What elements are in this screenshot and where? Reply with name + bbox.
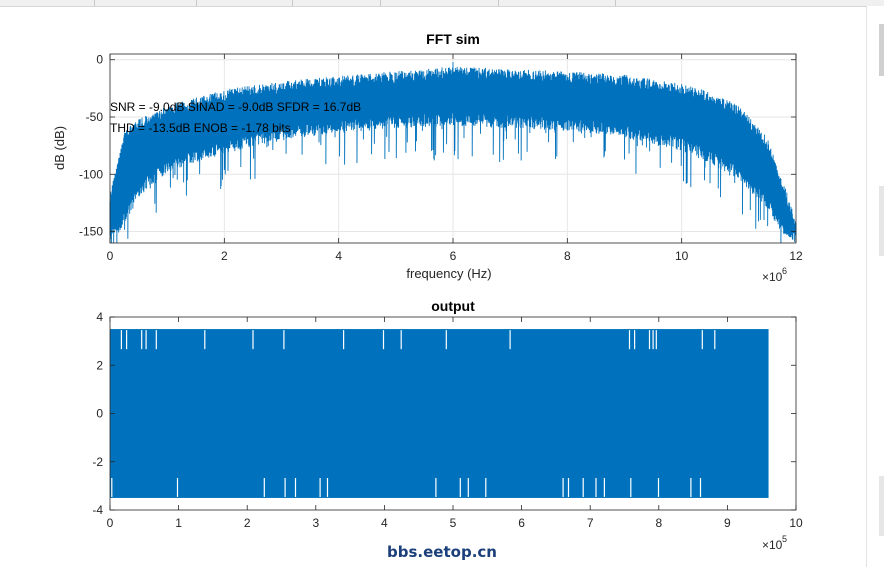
x-tick-label: 3 (312, 516, 319, 530)
x-tick-label: 2 (244, 516, 251, 530)
x-tick-label: 0 (107, 249, 114, 263)
x-tick-label: 10 (675, 249, 689, 263)
side-scrollbar[interactable] (879, 24, 884, 76)
x-tick-label: 8 (655, 516, 662, 530)
fft-x-exponent-power: 6 (782, 266, 787, 276)
x-tick-label: 12 (789, 249, 803, 263)
y-tick-label: 0 (96, 407, 103, 421)
y-tick-label: -100 (79, 167, 103, 181)
y-tick-label: 4 (96, 310, 103, 324)
x-tick-label: 2 (221, 249, 228, 263)
fft-x-label: frequency (Hz) (406, 266, 491, 281)
y-tick-label: 2 (96, 358, 103, 372)
y-tick-label: -2 (92, 455, 103, 469)
fft-ticks: 0 2 4 6 8 10 12 0 -50 -100 -150 (79, 53, 803, 263)
x-tick-label: 9 (724, 516, 731, 530)
output-signal-gaps (111, 330, 716, 497)
output-ticks: 0 1 2 3 4 5 6 7 8 9 10 4 2 0 -2 -4 (92, 310, 803, 530)
x-tick-label: 4 (335, 249, 342, 263)
output-title: output (431, 298, 475, 314)
window-top-strip (0, 0, 884, 7)
fft-y-label: dB (dB) (52, 126, 67, 170)
output-signal-band (110, 329, 769, 498)
side-panel-edge (866, 6, 884, 567)
x-tick-label: 0 (107, 516, 114, 530)
fft-axes: 0 2 4 6 8 10 12 0 -50 -100 -150 FFT sim frequency … (52, 31, 803, 284)
x-tick-label: 8 (564, 249, 571, 263)
output-x-exponent-base: ×10 (762, 538, 783, 552)
x-tick-label: 10 (789, 516, 803, 530)
output-x-exponent-power: 5 (782, 534, 787, 544)
fft-x-exponent-base: ×10 (762, 270, 783, 284)
y-tick-label: 0 (96, 53, 103, 67)
y-tick-label: -4 (92, 503, 103, 517)
fft-annotation-thd: THD = -13.5dB ENOB = -1.78 bits (110, 121, 291, 135)
fft-annotation-snr: SNR = -9.0dB SINAD = -9.0dB SFDR = 16.7d… (110, 100, 361, 114)
output-signal-line (110, 329, 769, 498)
x-tick-label: 7 (587, 516, 594, 530)
y-tick-label: -50 (86, 110, 104, 124)
side-panel-block (879, 476, 884, 536)
x-tick-label: 6 (518, 516, 525, 530)
fft-spectrum-path (109, 62, 797, 244)
y-tick-label: -150 (79, 225, 103, 239)
x-tick-label: 6 (450, 249, 457, 263)
fft-spectrum-line (109, 62, 797, 244)
watermark: bbs.eetop.cn (387, 543, 497, 561)
x-tick-label: 4 (381, 516, 388, 530)
x-tick-label: 1 (175, 516, 182, 530)
x-tick-label: 5 (450, 516, 457, 530)
output-axes: 0 1 2 3 4 5 6 7 8 9 10 4 2 0 -2 -4 output ×10 5 (92, 298, 803, 552)
fft-title: FFT sim (426, 31, 480, 47)
side-panel-block (879, 186, 884, 256)
